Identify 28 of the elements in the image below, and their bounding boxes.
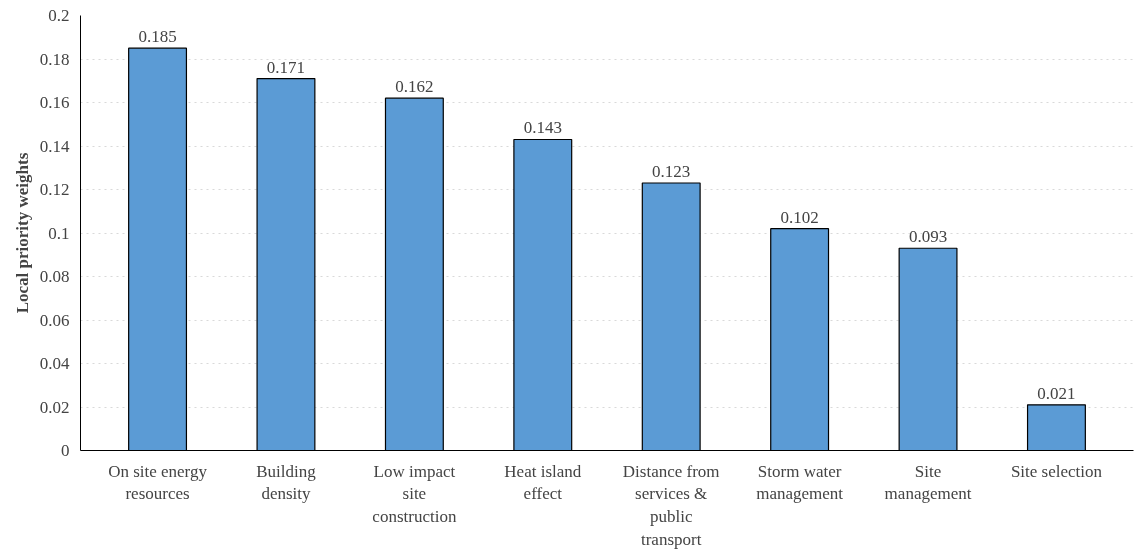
y-tick-label: 0.08: [39, 267, 70, 286]
y-tick-label: 0.2: [48, 6, 70, 25]
data-label: 0.185: [138, 27, 177, 47]
y-tick-label: 0.18: [39, 49, 70, 69]
data-label: 0.171: [266, 57, 306, 77]
data-label: 0.021: [1037, 383, 1076, 403]
y-tick-label: 0.02: [39, 397, 70, 417]
x-tick-label: Storm water management: [756, 461, 844, 504]
data-label: 0.102: [780, 207, 819, 227]
data-label: 0.123: [652, 161, 691, 181]
y-tick-label: 0.06: [39, 310, 70, 330]
x-tick-label: Distance from services & public transport: [622, 461, 720, 549]
x-tick-label: Heat island effect: [504, 461, 582, 504]
data-label: 0.093: [908, 227, 948, 247]
y-tick-label: 0: [61, 441, 70, 460]
x-tick-label: Low impact site construction: [372, 461, 457, 527]
y-tick-label: 0.12: [39, 180, 70, 199]
x-tick-label: Building density: [256, 461, 317, 504]
y-axis-title: Local priority weights: [12, 152, 32, 314]
data-label: 0.162: [395, 77, 434, 97]
y-tick-label: 0.04: [39, 354, 70, 373]
x-tick-label: Site selection: [1010, 461, 1103, 481]
x-tick-label: Site management: [884, 461, 972, 504]
y-tick-label: 0.14: [39, 136, 70, 156]
data-label: 0.143: [523, 118, 562, 138]
y-tick-label: 0.1: [48, 223, 70, 243]
x-tick-label: On site energy resources: [108, 461, 208, 504]
y-tick-label: 0.16: [39, 93, 70, 112]
